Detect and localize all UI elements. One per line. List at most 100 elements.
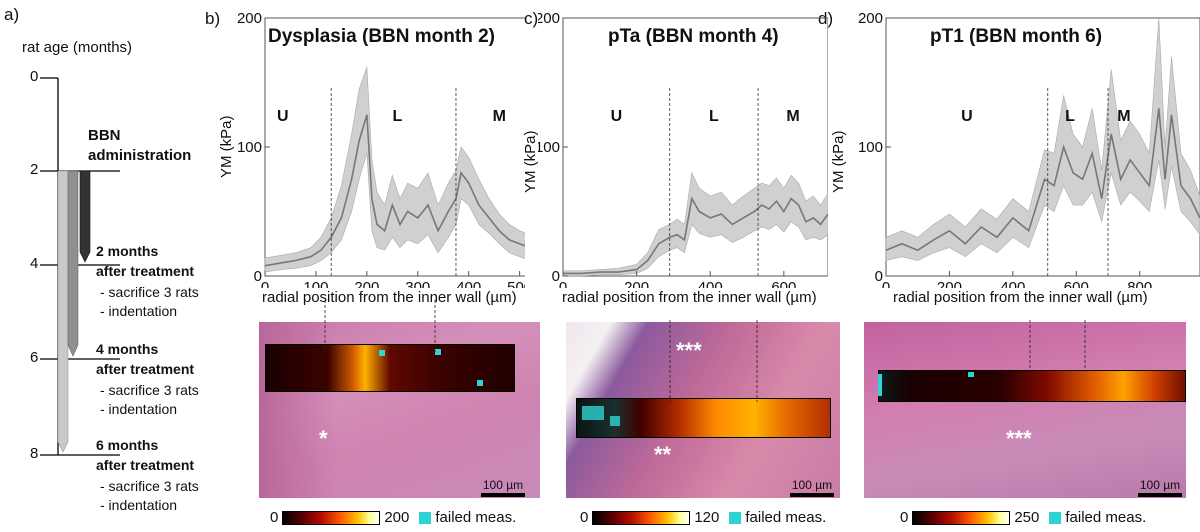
- histology-image-d: *** 100 µm: [864, 322, 1186, 498]
- failed-swatch: [1049, 511, 1062, 524]
- asterisk-marker: ***: [1006, 426, 1032, 451]
- region-label-U: U: [961, 108, 973, 125]
- x-tick-label: 600: [1064, 279, 1089, 288]
- event-step: - sacrifice 3 rats: [100, 478, 199, 494]
- colorbar-gradient: [592, 510, 691, 525]
- chart-b-title: Dysplasia (BBN month 2): [268, 26, 495, 47]
- colorbar-max: 200: [384, 509, 410, 526]
- event-step: - sacrifice 3 rats: [100, 382, 199, 398]
- region-label-M: M: [786, 108, 799, 125]
- stiffness-map-b: [265, 344, 515, 392]
- x-tick-label: 400: [456, 279, 481, 288]
- colorbar-max: 120: [694, 509, 720, 526]
- asterisk-marker: ***: [676, 338, 702, 363]
- event-subtitle: after treatment: [96, 361, 195, 377]
- chart-d-plot: U L M 0 200 400 600 800 0 100 200: [858, 10, 1200, 288]
- error-band: [885, 17, 1200, 261]
- x-tick-label: 400: [1000, 279, 1025, 288]
- stiffness-map-d: [878, 370, 1186, 402]
- asterisk-marker: **: [654, 442, 672, 467]
- x-tick-label: 200: [354, 279, 379, 288]
- y-tick-label: 0: [552, 268, 560, 285]
- timeline-tick-2: 2: [30, 161, 39, 178]
- y-tick-label: 0: [875, 268, 883, 285]
- scale-bar-d: 100 µm: [1138, 478, 1182, 497]
- event-title: 2 months: [96, 243, 159, 259]
- chart-b-plot: U L M 0 100 200 300 400 500 0 100 200: [237, 10, 525, 288]
- colorbar-d: 0 250 failed meas.: [900, 509, 1146, 526]
- region-label-U: U: [277, 108, 289, 125]
- timeline-graphic: [40, 77, 120, 456]
- panel-letter-b: b): [205, 9, 221, 28]
- event-step: - indentation: [100, 497, 178, 513]
- failed-label: failed meas.: [745, 509, 827, 526]
- y-tick-label: 100: [858, 139, 883, 156]
- event-step: - indentation: [100, 401, 178, 417]
- timeline-tick-6: 6: [30, 349, 39, 366]
- histology-image-b: * 100 µm: [259, 322, 540, 498]
- event-step: - indentation: [100, 303, 178, 319]
- y-tick-label: 200: [237, 10, 262, 27]
- x-tick-label: 200: [624, 279, 649, 288]
- mean-line: [563, 196, 828, 275]
- error-band: [264, 66, 525, 273]
- arrow-6-months: [57, 170, 69, 453]
- x-tick-label: 0: [559, 279, 567, 288]
- x-tick-label: 300: [405, 279, 430, 288]
- panel-letter-a: a): [4, 5, 20, 24]
- mean-line: [885, 108, 1200, 252]
- x-tick-label: 500: [507, 279, 525, 288]
- histology-image-c: *** ** 100 µm: [566, 322, 840, 498]
- event-subtitle: after treatment: [96, 457, 195, 473]
- colorbar-max: 250: [1014, 509, 1040, 526]
- colorbar-b: 0 200 failed meas.: [270, 509, 516, 526]
- region-label-U: U: [611, 108, 623, 125]
- x-tick-label: 0: [261, 279, 269, 288]
- mean-line: [264, 114, 525, 267]
- event-step: - sacrifice 3 rats: [100, 284, 199, 300]
- scale-bar-label: 100 µm: [482, 478, 524, 492]
- chart-d-title: pT1 (BBN month 6): [930, 26, 1103, 47]
- error-band: [562, 171, 828, 277]
- timeline-axis-label: rat age (months): [22, 39, 133, 56]
- panel-letter-c: c): [524, 9, 539, 28]
- colorbar-gradient: [912, 510, 1011, 525]
- x-tick-label: 800: [1127, 279, 1152, 288]
- x-tick-label: 600: [771, 279, 796, 288]
- x-tick-label: 100: [303, 279, 328, 288]
- failed-label: failed meas.: [435, 509, 517, 526]
- scale-bar-label: 100 µm: [1139, 478, 1181, 492]
- y-tick-label: 100: [237, 139, 262, 156]
- colorbar-min: 0: [580, 509, 589, 526]
- failed-swatch: [729, 511, 742, 524]
- timeline-tick-4: 4: [30, 255, 39, 272]
- colorbar-c: 0 120 failed meas.: [580, 509, 826, 526]
- arrow-2-months: [79, 170, 91, 263]
- scale-bar-c: 100 µm: [790, 478, 834, 497]
- colorbar-min: 0: [900, 509, 909, 526]
- chart-b-xlabel: radial position from the inner wall (µm): [262, 289, 517, 306]
- timeline-tick-0: 0: [30, 68, 39, 85]
- region-label-M: M: [1117, 108, 1130, 125]
- scale-bar-b: 100 µm: [481, 478, 525, 497]
- timeline-tick-8: 8: [30, 445, 39, 462]
- region-label-L: L: [1065, 108, 1075, 125]
- bbn-label-line2: administration: [88, 147, 192, 164]
- x-tick-label: 200: [937, 279, 962, 288]
- y-tick-label: 0: [254, 268, 262, 285]
- chart-c-title: pTa (BBN month 4): [608, 26, 779, 47]
- chart-c-plot: U L M 0 200 400 600 0 100 200: [538, 10, 828, 288]
- chart-d-xlabel: radial position from the inner wall (µm): [893, 289, 1148, 306]
- x-tick-label: 400: [698, 279, 723, 288]
- scale-bar-label: 100 µm: [791, 478, 833, 492]
- y-tick-label: 200: [858, 10, 883, 27]
- bbn-label-line1: BBN: [88, 127, 121, 144]
- failed-label: failed meas.: [1065, 509, 1147, 526]
- region-label-L: L: [393, 108, 403, 125]
- colorbar-gradient: [282, 510, 381, 525]
- region-label-M: M: [493, 108, 506, 125]
- x-tick-label: 0: [882, 279, 890, 288]
- asterisk-marker: *: [319, 426, 328, 451]
- failed-swatch: [419, 511, 432, 524]
